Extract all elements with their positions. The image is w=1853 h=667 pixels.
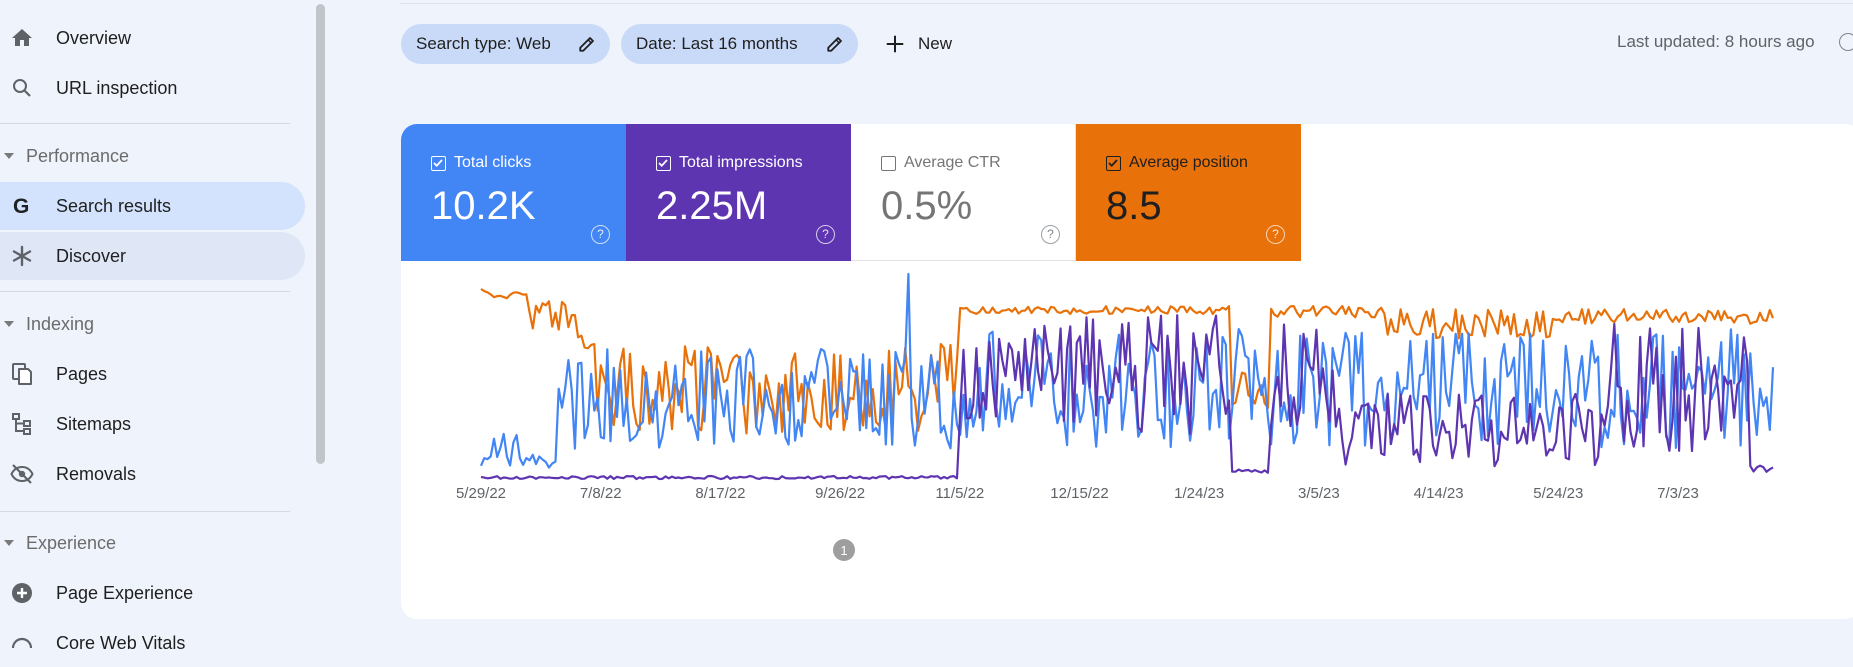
x-axis-tick-label: 7/8/22 <box>580 485 622 502</box>
checkbox-checked-icon[interactable] <box>431 156 446 171</box>
sidebar-item-label: URL inspection <box>56 77 178 98</box>
pencil-icon[interactable] <box>826 35 844 53</box>
search-type-chip[interactable]: Search type: Web <box>401 24 610 64</box>
series-line-total-impressions <box>480 314 1774 481</box>
metric-value: 10.2K <box>431 184 536 228</box>
sidebar-item-core-web-vitals[interactable]: Core Web Vitals <box>0 619 305 667</box>
annotation-marker[interactable]: 1 <box>833 539 855 561</box>
asterisk-icon <box>12 245 32 267</box>
sidebar-item-label: Sitemaps <box>56 413 132 434</box>
metric-average-position[interactable]: Average position 8.5 ? <box>1076 124 1301 261</box>
pages-icon <box>12 363 32 385</box>
series-line-average-position <box>480 288 1775 435</box>
help-icon[interactable]: ? <box>1266 225 1285 244</box>
sidebar-scrollbar-thumb[interactable] <box>316 4 325 464</box>
caret-down-icon <box>4 153 14 159</box>
pencil-icon[interactable] <box>578 35 596 53</box>
metric-total-impressions[interactable]: Total impressions 2.25M ? <box>626 124 851 261</box>
metric-average-ctr[interactable]: Average CTR 0.5% ? <box>851 124 1076 261</box>
metric-label: Average position <box>1129 154 1248 171</box>
metric-label: Average CTR <box>904 154 1001 171</box>
sidebar-item-label: Core Web Vitals <box>56 632 186 653</box>
metric-value: 8.5 <box>1106 184 1162 228</box>
series-line-total-clicks <box>479 272 1775 469</box>
plus-icon <box>886 35 904 53</box>
x-axis-tick-label: 7/3/23 <box>1657 485 1699 502</box>
sidebar-item-sitemaps[interactable]: Sitemaps <box>0 400 305 448</box>
home-icon <box>12 29 32 46</box>
help-icon[interactable]: ? <box>591 225 610 244</box>
metric-label: Total clicks <box>454 154 532 171</box>
sidebar-item-url-inspection[interactable]: URL inspection <box>0 64 305 112</box>
sidebar-item-label: Page Experience <box>56 582 194 603</box>
checkbox-unchecked-icon[interactable] <box>881 156 896 171</box>
help-icon[interactable] <box>1839 33 1853 51</box>
metric-value: 0.5% <box>881 184 973 228</box>
sidebar-item-overview[interactable]: Overview <box>0 14 305 62</box>
new-filter-button[interactable]: New <box>878 24 968 64</box>
sidebar-divider <box>0 291 290 292</box>
sidebar-item-discover[interactable]: Discover <box>0 232 305 280</box>
sidebar-item-label: Removals <box>56 463 137 484</box>
sidebar-divider <box>0 511 290 512</box>
date-chip-label: Date: Last 16 months <box>636 34 798 53</box>
sidebar-item-pages[interactable]: Pages <box>0 350 305 398</box>
help-icon[interactable]: ? <box>816 225 835 244</box>
sidebar-item-removals[interactable]: Removals <box>0 450 305 498</box>
sidebar-item-label: Overview <box>56 27 132 48</box>
plus-circle-icon <box>12 583 32 603</box>
help-icon[interactable]: ? <box>1041 225 1060 244</box>
x-axis-tick-label: 11/5/22 <box>935 485 984 502</box>
sidebar-item-label: Search results <box>56 195 172 216</box>
performance-card: Total clicks 10.2K ? Total impressions 2… <box>401 124 1853 619</box>
new-filter-label: New <box>918 34 953 53</box>
eye-off-icon <box>10 464 34 484</box>
sidebar-divider <box>0 123 290 124</box>
x-axis-tick-label: 5/24/23 <box>1533 485 1583 502</box>
search-type-chip-label: Search type: Web <box>416 34 551 53</box>
section-label: Performance <box>26 145 130 166</box>
x-axis-tick-label: 1/24/23 <box>1174 485 1224 502</box>
x-axis-tick-label: 12/15/22 <box>1050 485 1108 502</box>
metric-total-clicks[interactable]: Total clicks 10.2K ? <box>401 124 626 261</box>
checkbox-checked-icon[interactable] <box>1106 156 1121 171</box>
section-label: Indexing <box>26 313 95 334</box>
metric-value: 2.25M <box>656 184 768 228</box>
svg-text:G: G <box>13 195 29 218</box>
sidebar-item-label: Discover <box>56 245 127 266</box>
metric-label: Total impressions <box>679 154 803 171</box>
x-axis-tick-label: 9/26/22 <box>815 485 865 502</box>
sitemap-icon <box>12 413 31 435</box>
sidebar-item-label: Pages <box>56 363 108 384</box>
caret-down-icon <box>4 321 14 327</box>
sidebar-item-search-results[interactable]: G Search results <box>0 182 305 230</box>
last-updated-text: Last updated: 8 hours ago <box>1617 32 1815 51</box>
x-axis-tick-label: 8/17/22 <box>695 485 745 502</box>
sidebar-item-page-experience[interactable]: Page Experience <box>0 569 305 617</box>
x-axis-tick-label: 3/5/23 <box>1298 485 1340 502</box>
gauge-icon <box>11 637 33 649</box>
x-axis-tick-label: 5/29/22 <box>456 485 506 502</box>
caret-down-icon <box>4 540 14 546</box>
sidebar: Overview URL inspection Performance G Se… <box>0 0 310 653</box>
section-label: Experience <box>26 532 117 553</box>
annotation-marker-label: 1 <box>840 543 847 558</box>
date-chip[interactable]: Date: Last 16 months <box>621 24 858 64</box>
x-axis-tick-label: 4/14/23 <box>1414 485 1464 502</box>
google-g-icon: G <box>13 195 29 218</box>
header-divider <box>400 3 1853 4</box>
search-icon <box>13 79 31 97</box>
performance-line-chart: 1 5/29/22 7/8/22 8/17/22 9/26/22 11/5/22 12/1… <box>456 272 1775 561</box>
checkbox-checked-icon[interactable] <box>656 156 671 171</box>
